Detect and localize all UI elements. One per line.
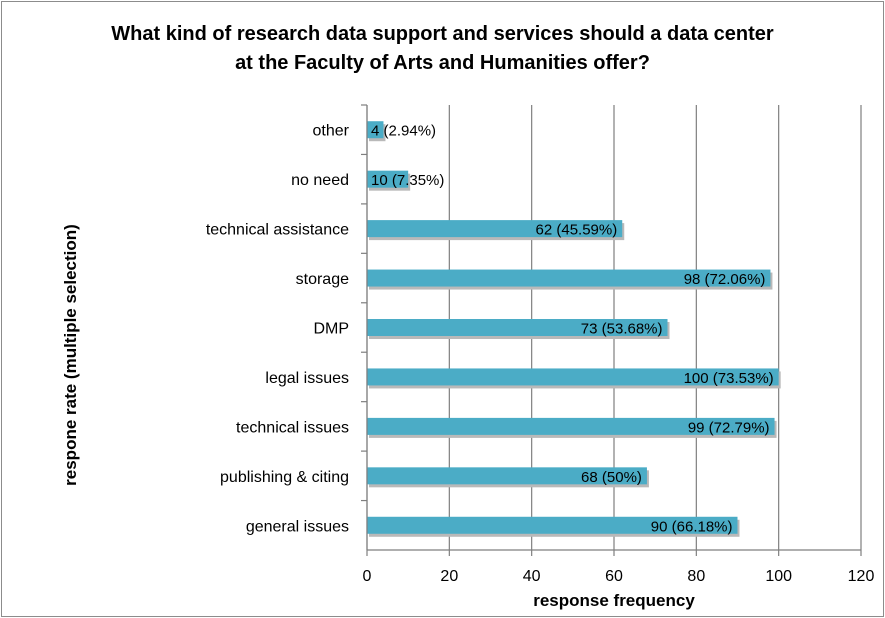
category-label: legal issues: [265, 370, 349, 387]
x-axis-title: response frequency: [533, 591, 695, 610]
data-label: 68 (50%): [581, 469, 642, 486]
data-label: 90 (66.18%): [651, 518, 733, 535]
bar: [367, 319, 668, 336]
data-label: 100 (73.53%): [684, 370, 774, 387]
x-tick-label: 20: [440, 568, 458, 585]
category-label: technical assistance: [206, 222, 349, 239]
x-tick-label: 60: [605, 568, 623, 585]
bars: 4 (2.94%) 10 (7.35%) 62 (45.59%) 98 (72.06%…: [367, 121, 781, 537]
data-label: 73 (53.68%): [581, 321, 663, 338]
category-label: no need: [291, 172, 349, 189]
axes: 0 20 40 60 80 100 120 other no need technical ass…: [206, 104, 875, 585]
bar: [367, 467, 647, 485]
bar: [367, 417, 775, 435]
category-label: other: [313, 123, 350, 140]
data-label: 10 (7.35%): [371, 172, 444, 189]
data-label: 62 (45.59%): [536, 222, 618, 239]
category-label: publishing & citing: [220, 469, 349, 486]
chart-title-line-2: at the Faculty of Arts and Humanities of…: [235, 52, 650, 74]
data-label: 4 (2.94%): [371, 123, 436, 140]
data-label: 99 (72.79%): [688, 419, 770, 436]
bar: [367, 121, 384, 139]
x-tick-label: 100: [765, 568, 792, 585]
x-tick-label: 0: [363, 568, 372, 585]
x-tick-label: 40: [523, 568, 541, 585]
chart-title: What kind of research data support and s…: [0, 20, 885, 78]
bar: [367, 170, 409, 188]
category-label: general issues: [246, 518, 349, 535]
bar: [367, 220, 623, 238]
bar: [367, 269, 771, 287]
category-label: storage: [296, 271, 349, 288]
category-label: technical issues: [236, 419, 349, 436]
y-axis-title: respone rate (multiple selection): [61, 224, 80, 486]
bar: [367, 368, 779, 386]
x-tick-label: 120: [848, 568, 875, 585]
data-label: 98 (72.06%): [684, 271, 766, 288]
bar: [367, 516, 738, 534]
chart-title-line-1: What kind of research data support and s…: [111, 23, 774, 45]
category-label: DMP: [313, 321, 349, 338]
x-tick-label: 80: [687, 568, 705, 585]
